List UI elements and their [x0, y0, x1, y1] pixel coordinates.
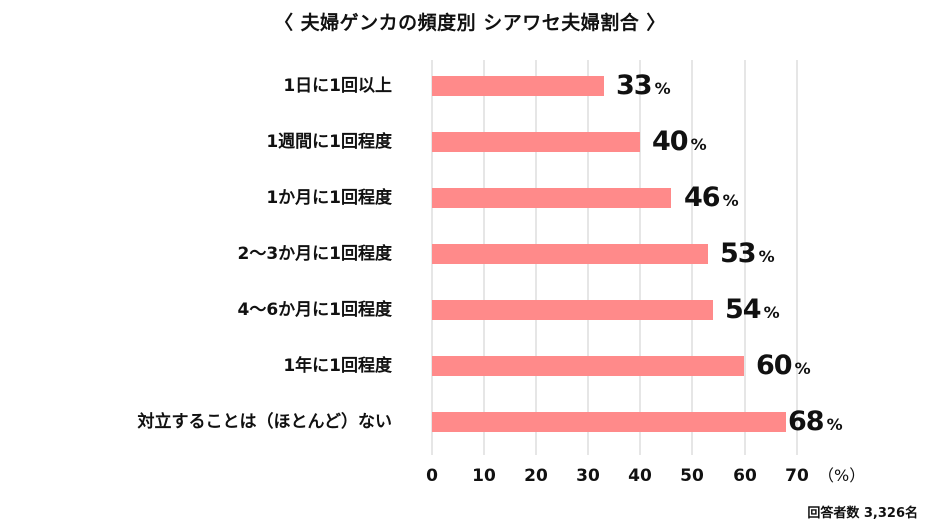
value-label: 46%	[684, 183, 739, 216]
category-label: 1日に1回以上	[283, 76, 392, 96]
bar-yearly	[432, 356, 744, 376]
bar-weekly	[432, 132, 640, 152]
value-percent: %	[763, 303, 780, 322]
bar-monthly	[432, 188, 671, 208]
bar-4-6-months	[432, 300, 713, 320]
x-tick: 40	[628, 466, 652, 486]
value-label: 54%	[725, 295, 780, 328]
x-tick: 0	[426, 466, 438, 486]
value-number: 68	[788, 406, 825, 437]
value-number: 60	[756, 350, 793, 381]
x-tick: 70	[785, 466, 809, 486]
value-label: 53%	[720, 239, 775, 272]
value-number: 46	[684, 182, 721, 213]
value-label: 33%	[616, 71, 671, 104]
value-number: 54	[725, 294, 762, 325]
bar-never	[432, 412, 786, 432]
plot-area	[431, 60, 798, 455]
x-tick: 50	[680, 466, 704, 486]
category-label: 対立することは（ほとんど）ない	[137, 412, 393, 432]
x-tick: 10	[472, 466, 496, 486]
respondent-count-note: 回答者数 3,326名	[807, 506, 918, 521]
value-label: 60%	[756, 351, 811, 384]
x-tick: 60	[733, 466, 757, 486]
category-label: 1年に1回程度	[283, 356, 392, 376]
value-percent: %	[654, 79, 671, 98]
value-number: 53	[720, 238, 757, 269]
chart-title: 〈 夫婦ゲンカの頻度別 シアワセ夫婦割合 〉	[274, 12, 666, 34]
value-percent: %	[794, 359, 811, 378]
gridline	[744, 60, 746, 455]
value-percent: %	[758, 247, 775, 266]
bar-2-3-months	[432, 244, 708, 264]
x-tick: 30	[576, 466, 600, 486]
value-percent: %	[826, 415, 843, 434]
category-label: 2〜3か月に1回程度	[237, 244, 393, 264]
value-label: 40%	[652, 127, 707, 160]
value-percent: %	[690, 135, 707, 154]
category-label: 1か月に1回程度	[266, 188, 392, 208]
x-tick: 20	[524, 466, 548, 486]
bar-daily	[432, 76, 604, 96]
x-axis-unit: （%）	[818, 466, 866, 485]
category-label: 1週間に1回程度	[266, 132, 392, 152]
value-label: 68%	[788, 407, 843, 440]
gridline	[796, 60, 798, 455]
value-number: 33	[616, 70, 653, 101]
value-number: 40	[652, 126, 689, 157]
category-label: 4〜6か月に1回程度	[237, 300, 393, 320]
value-percent: %	[722, 191, 739, 210]
